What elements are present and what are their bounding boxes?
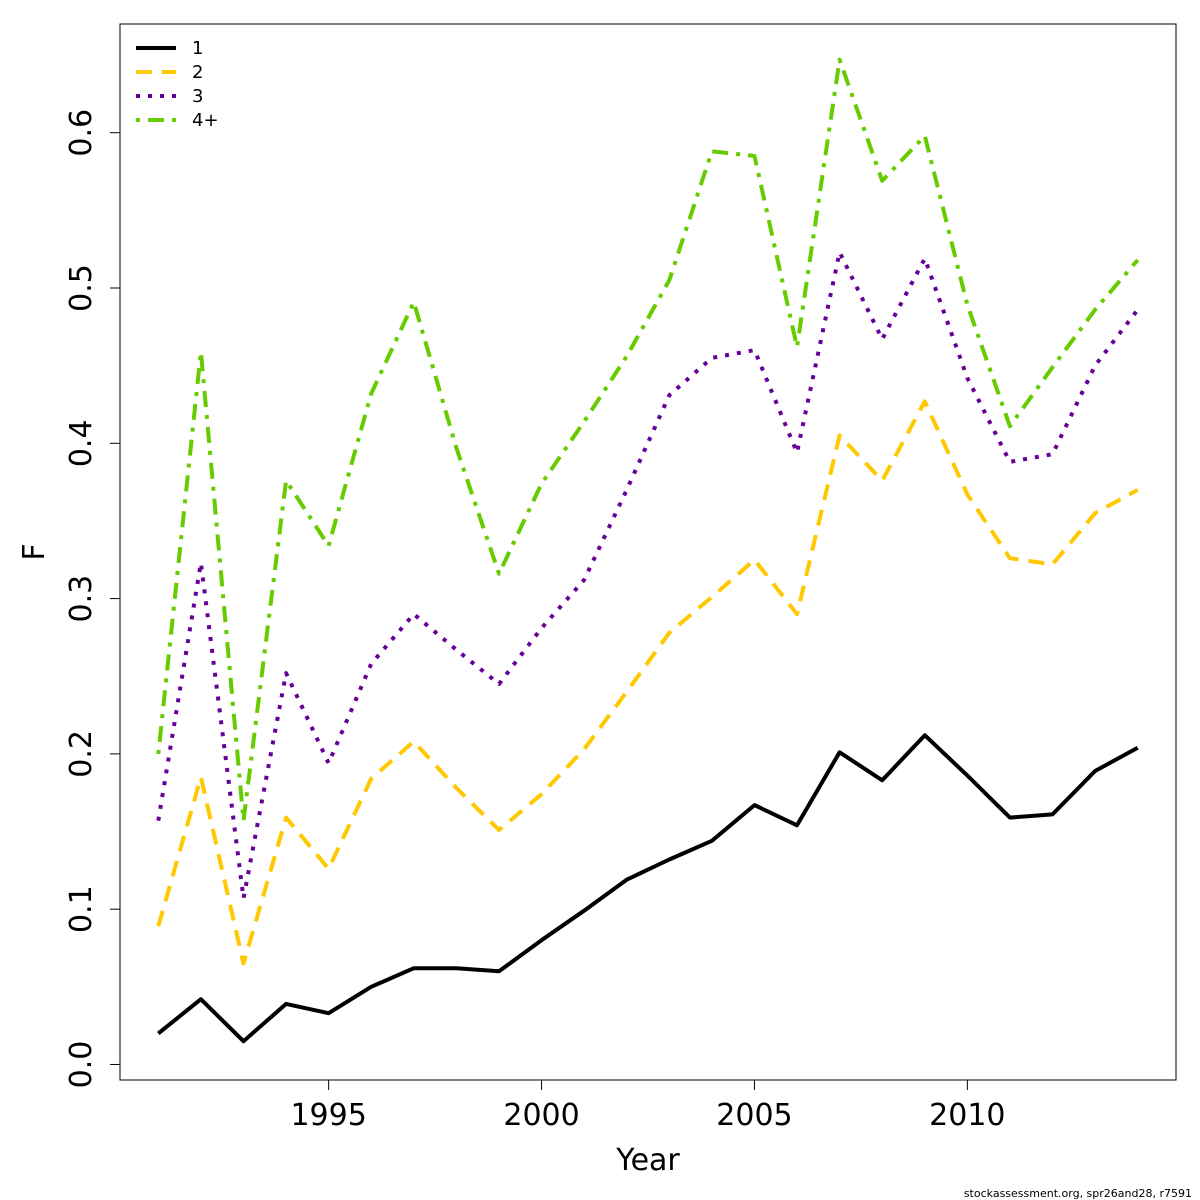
series-line-1 bbox=[157, 733, 1139, 1044]
y-tick-label: 0.5 bbox=[64, 264, 99, 312]
credit-text: stockassessment.org, spr26and28, r7591 bbox=[964, 1187, 1192, 1200]
series-line-2 bbox=[156, 399, 1139, 966]
x-tick-label: 2010 bbox=[929, 1098, 1005, 1133]
y-tick-label: 0.6 bbox=[64, 109, 99, 157]
x-axis-title: Year bbox=[615, 1143, 680, 1178]
y-tick-label: 0.0 bbox=[64, 1041, 99, 1089]
x-tick-label: 2000 bbox=[503, 1098, 579, 1133]
y-tick-label: 0.4 bbox=[64, 419, 99, 467]
legend: 1 2 3 4+ bbox=[136, 38, 219, 131]
y-tick-label: 0.3 bbox=[64, 575, 99, 623]
y-tick-label: 0.1 bbox=[64, 885, 99, 933]
y-tick-label: 0.2 bbox=[64, 730, 99, 778]
legend-label-4: 4+ bbox=[192, 110, 219, 131]
y-axis: 0.0 0.1 0.2 0.3 0.4 0.5 0.6 bbox=[64, 109, 121, 1089]
plot-frame bbox=[119, 23, 1177, 1081]
x-axis: 1995 2000 2005 2010 bbox=[290, 1079, 1006, 1133]
x-tick-label: 2005 bbox=[716, 1098, 792, 1133]
legend-label-3: 3 bbox=[192, 86, 203, 107]
legend-label-2: 2 bbox=[192, 62, 203, 83]
x-tick-label: 1995 bbox=[290, 1098, 366, 1133]
y-axis-title: F bbox=[17, 543, 52, 560]
series-line-4 bbox=[156, 57, 1140, 823]
legend-label-1: 1 bbox=[192, 38, 203, 59]
series-lines bbox=[156, 57, 1140, 1044]
